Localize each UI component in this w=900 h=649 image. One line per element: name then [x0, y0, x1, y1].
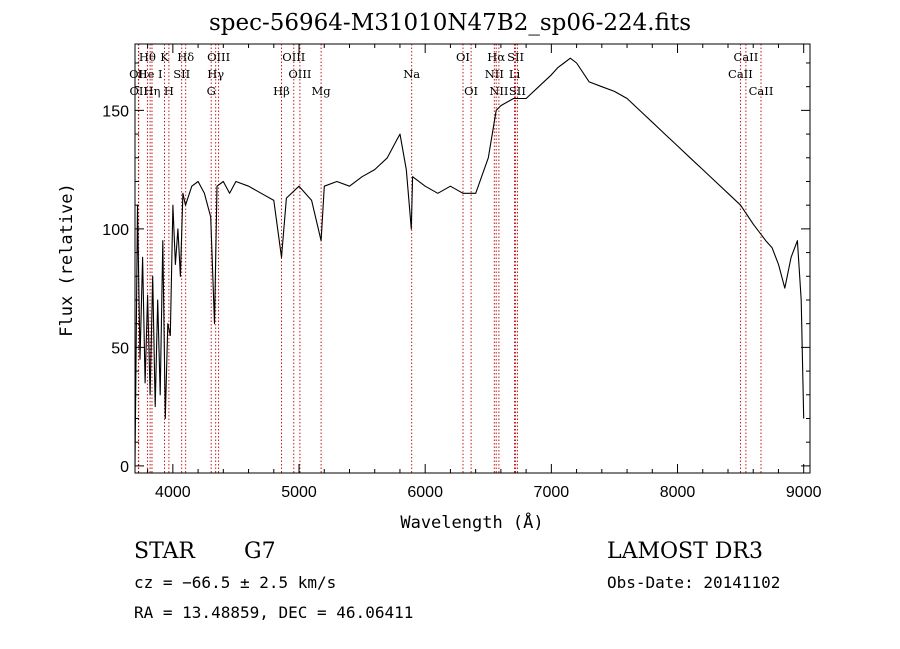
plot-frame	[134, 43, 811, 474]
line-marker-label-23: Li	[509, 67, 521, 81]
line-marker-label-1: OII	[129, 67, 148, 81]
line-marker-label-17: OI	[456, 50, 470, 64]
line-marker-label-8: Hδ	[177, 50, 194, 64]
line-marker-label-4: Hη	[144, 84, 161, 98]
line-marker-label-16: Na	[403, 67, 420, 81]
x-tick-label-3: 7000	[534, 484, 570, 501]
line-marker-label-18: OI	[464, 84, 478, 98]
x-tick-label-4: 8000	[660, 484, 696, 501]
y-tick-label-2: 100	[102, 222, 129, 239]
x-axis-label: Wavelength (Å)	[400, 511, 543, 533]
survey-name: LAMOST DR3	[607, 539, 763, 564]
x-tick-label-5: 9000	[786, 484, 822, 501]
line-marker-label-13: OIII	[282, 50, 305, 64]
line-marker-label-10: Hγ	[207, 67, 224, 81]
line-marker-label-2: OII	[129, 84, 148, 98]
line-marker-label-26: CaII	[728, 67, 753, 81]
x-tick-label-1: 5000	[281, 484, 317, 501]
redshift-cz: cz = −66.5 ± 2.5 km/s	[134, 573, 337, 592]
object-class: STAR	[134, 539, 195, 564]
line-marker-label-20: NII	[485, 67, 504, 81]
line-marker-label-0: Hθ	[139, 50, 156, 64]
y-tick-label-3: 150	[102, 103, 129, 120]
line-marker-label-7: H	[164, 84, 174, 98]
line-marker-label-19: Hα	[487, 50, 505, 64]
observation-date: Obs-Date: 20141102	[607, 573, 781, 592]
axis-tick-labels: 4000 5000 6000 7000 8000 9000 0 50 100 150	[102, 103, 821, 501]
line-marker-label-5: K	[160, 50, 169, 64]
y-tick-label-0: 0	[120, 459, 129, 476]
line-marker-label-15: Mg	[312, 84, 332, 98]
line-marker-label-21: NII	[489, 84, 508, 98]
line-marker-label-24: SII	[509, 84, 526, 98]
object-subclass: G7	[244, 539, 276, 564]
line-marker-label-14: OIII	[288, 67, 311, 81]
chart-title: spec-56964-M31010N47B2_sp06-224.fits	[208, 10, 692, 36]
line-marker-label-6: SII	[173, 67, 190, 81]
x-tick-label-2: 6000	[407, 484, 443, 501]
y-axis-label: Flux (relative)	[57, 183, 77, 337]
x-tick-label-0: 4000	[155, 484, 191, 501]
line-marker-label-11: G	[207, 84, 216, 98]
spectrum-series-line	[134, 57, 805, 466]
line-marker-label-22: SII	[507, 50, 524, 64]
line-marker-label-9: OIII	[207, 50, 230, 64]
line-markers	[137, 44, 762, 473]
line-marker-label-27: CaII	[749, 84, 774, 98]
line-marker-label-25: CaII	[734, 50, 759, 64]
axis-ticks	[135, 44, 810, 473]
y-tick-label-1: 50	[111, 340, 129, 357]
ra-dec-coordinates: RA = 13.48859, DEC = 46.06411	[134, 603, 414, 622]
line-marker-label-3: He I	[138, 67, 163, 81]
line-marker-label-12: Hβ	[273, 84, 290, 98]
